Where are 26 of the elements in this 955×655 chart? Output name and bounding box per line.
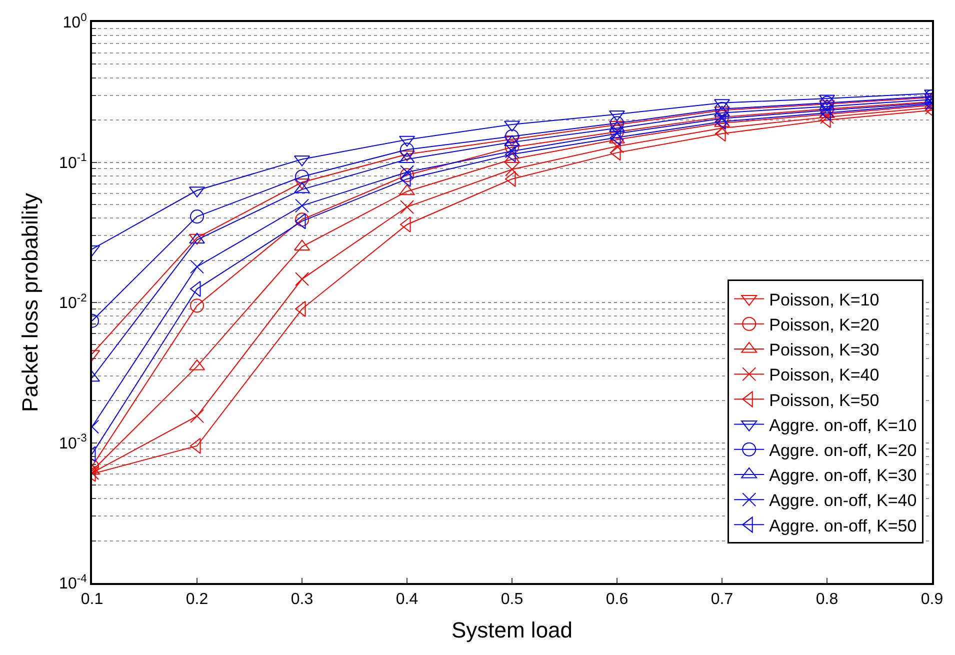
legend-label: Poisson, K=50 <box>769 390 880 410</box>
y-tick-label: 10$^{-3}$ <box>59 432 87 452</box>
legend-label: Poisson, K=10 <box>769 290 880 310</box>
legend-label: Aggre. on-off, K=40 <box>769 491 917 510</box>
x-tick-label: 0.8 <box>816 591 838 608</box>
legend-label: Aggre. on-off, K=30 <box>769 466 917 486</box>
y-tick-label: 10$^{-4}$ <box>59 572 87 593</box>
legend-label: Aggre. on-off, K=50 <box>769 516 917 536</box>
x-tick-label: 0.1 <box>80 591 104 608</box>
x-tick-label: 0.9 <box>920 591 944 608</box>
legend-label: Aggre. on-off, K=20 <box>769 441 917 460</box>
x-axis-title: System load <box>451 618 573 643</box>
y-tick-label: 10$^{-1}$ <box>59 152 87 172</box>
x-tick-label: 0.2 <box>186 591 208 608</box>
y-axis-title: Packet loss probability <box>17 193 42 412</box>
x-tick-label: 0.4 <box>396 591 418 608</box>
x-tick-label: 0.6 <box>606 591 628 608</box>
legend-label: Aggre. on-off, K=10 <box>769 416 917 435</box>
y-tick-label: 10$^{0}$ <box>62 12 87 32</box>
legend-label: Poisson, K=40 <box>769 366 880 385</box>
y-tick-label: 10$^{-2}$ <box>59 292 87 312</box>
x-tick-label: 0.3 <box>290 591 314 608</box>
x-tick-label: 0.5 <box>500 591 524 608</box>
legend-label: Poisson, K=30 <box>769 340 880 360</box>
legend-label: Poisson, K=20 <box>769 316 880 335</box>
x-tick-label: 0.7 <box>710 591 734 608</box>
